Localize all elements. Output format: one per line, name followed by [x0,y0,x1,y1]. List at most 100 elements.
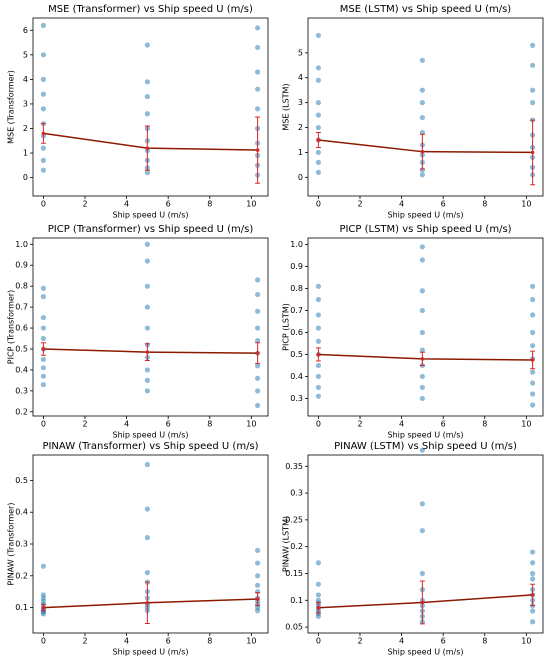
x-tick-label: 6 [166,420,171,429]
y-tick-label: 0.25 [285,515,303,524]
data-point [530,283,536,289]
data-point [530,369,536,375]
axes-frame [307,454,544,634]
data-point [40,373,46,379]
y-tick-label: 0.9 [290,262,303,271]
data-point [144,79,150,85]
y-tick-label: 0.8 [15,282,28,291]
data-point [315,124,321,131]
data-point [315,65,321,71]
data-point [419,329,425,336]
y-tick-label: 0.4 [15,508,28,517]
y-tick-label: 0.2 [15,407,28,416]
data-point [315,100,321,106]
y-tick-label: 0.15 [285,569,303,578]
data-point [530,549,536,555]
mean-point [316,352,321,357]
y-tick-label: 0.35 [285,462,303,471]
y-tick-label: 0.8 [290,284,303,293]
data-point [419,373,425,380]
mean-line [43,598,258,609]
y-tick-label: 5 [23,50,28,59]
data-point [255,69,261,75]
data-point [255,582,261,588]
data-point [255,277,261,283]
y-tick-label: 0.7 [15,303,28,312]
mean-point [316,138,321,142]
data-point [40,157,46,163]
data-point [40,325,46,331]
chart-title: PICP (LSTM) vs Ship speed U (m/s) [339,224,511,235]
data-point [419,87,425,93]
data-point [255,86,261,92]
data-point [144,388,150,394]
data-point [255,560,261,566]
data-point [40,52,46,58]
axes-frame [32,237,269,417]
x-tick-label: 10 [246,420,256,429]
data-point [40,356,46,363]
data-point [419,307,425,314]
data-point [419,172,425,178]
y-tick-label: 1.0 [290,240,303,249]
data-point [530,402,536,408]
data-point [315,362,321,369]
data-point [255,44,261,51]
x-tick-label: 2 [357,637,362,646]
axes-frame [32,454,269,634]
mean-point [420,600,425,605]
y-tick-label: 4 [23,75,28,84]
y-axis-label: MSE (LSTM) [282,83,291,130]
data-point [144,535,150,541]
chart-title: MSE (Transformer) vs Ship speed U (m/s) [48,4,253,15]
axes-frame [307,17,544,197]
data-point [144,170,150,176]
y-tick-label: 4 [298,73,303,82]
y-axis-label: PINAW (LSTM) [282,516,291,572]
mean-point [530,150,535,155]
data-point [419,167,425,173]
y-tick-label: 0 [23,173,28,182]
data-point [255,338,261,344]
data-point [530,570,536,577]
data-point [315,169,321,175]
axes-frame [32,17,269,197]
y-tick-label: 0.2 [15,571,28,580]
y-tick-label: 0.05 [285,623,303,632]
data-point [315,581,321,587]
x-tick-label: 0 [316,420,321,429]
y-tick-label: 2 [23,124,28,133]
data-point [40,106,46,112]
y-tick-label: 3 [23,99,28,108]
data-point [530,100,536,106]
x-tick-label: 0 [41,637,46,646]
data-point [315,373,321,380]
chart-title: MSE (LSTM) vs Ship speed U (m/s) [340,4,512,15]
mean-point [41,605,46,610]
x-tick-label: 2 [357,420,362,429]
data-point [315,560,321,566]
y-tick-label: 1 [298,148,303,157]
data-point [419,257,425,263]
data-point [144,111,150,117]
data-point [530,87,536,93]
mean-point [255,597,260,601]
data-point [144,93,150,100]
data-point [419,384,425,391]
y-tick-label: 0.3 [15,386,28,395]
data-point [255,308,261,314]
data-point [315,338,321,344]
y-tick-label: 0.6 [15,324,28,333]
data-point [419,347,425,353]
mean-point [41,131,46,136]
data-point [255,291,261,298]
data-point [530,560,536,566]
data-point [40,314,46,321]
y-tick-label: 1 [23,149,28,158]
y-tick-label: 3 [298,98,303,107]
y-tick-label: 0.6 [290,328,303,337]
data-point [255,325,261,331]
data-point [530,391,536,397]
y-tick-label: 0.1 [290,596,303,605]
y-tick-label: 0.9 [15,261,28,270]
